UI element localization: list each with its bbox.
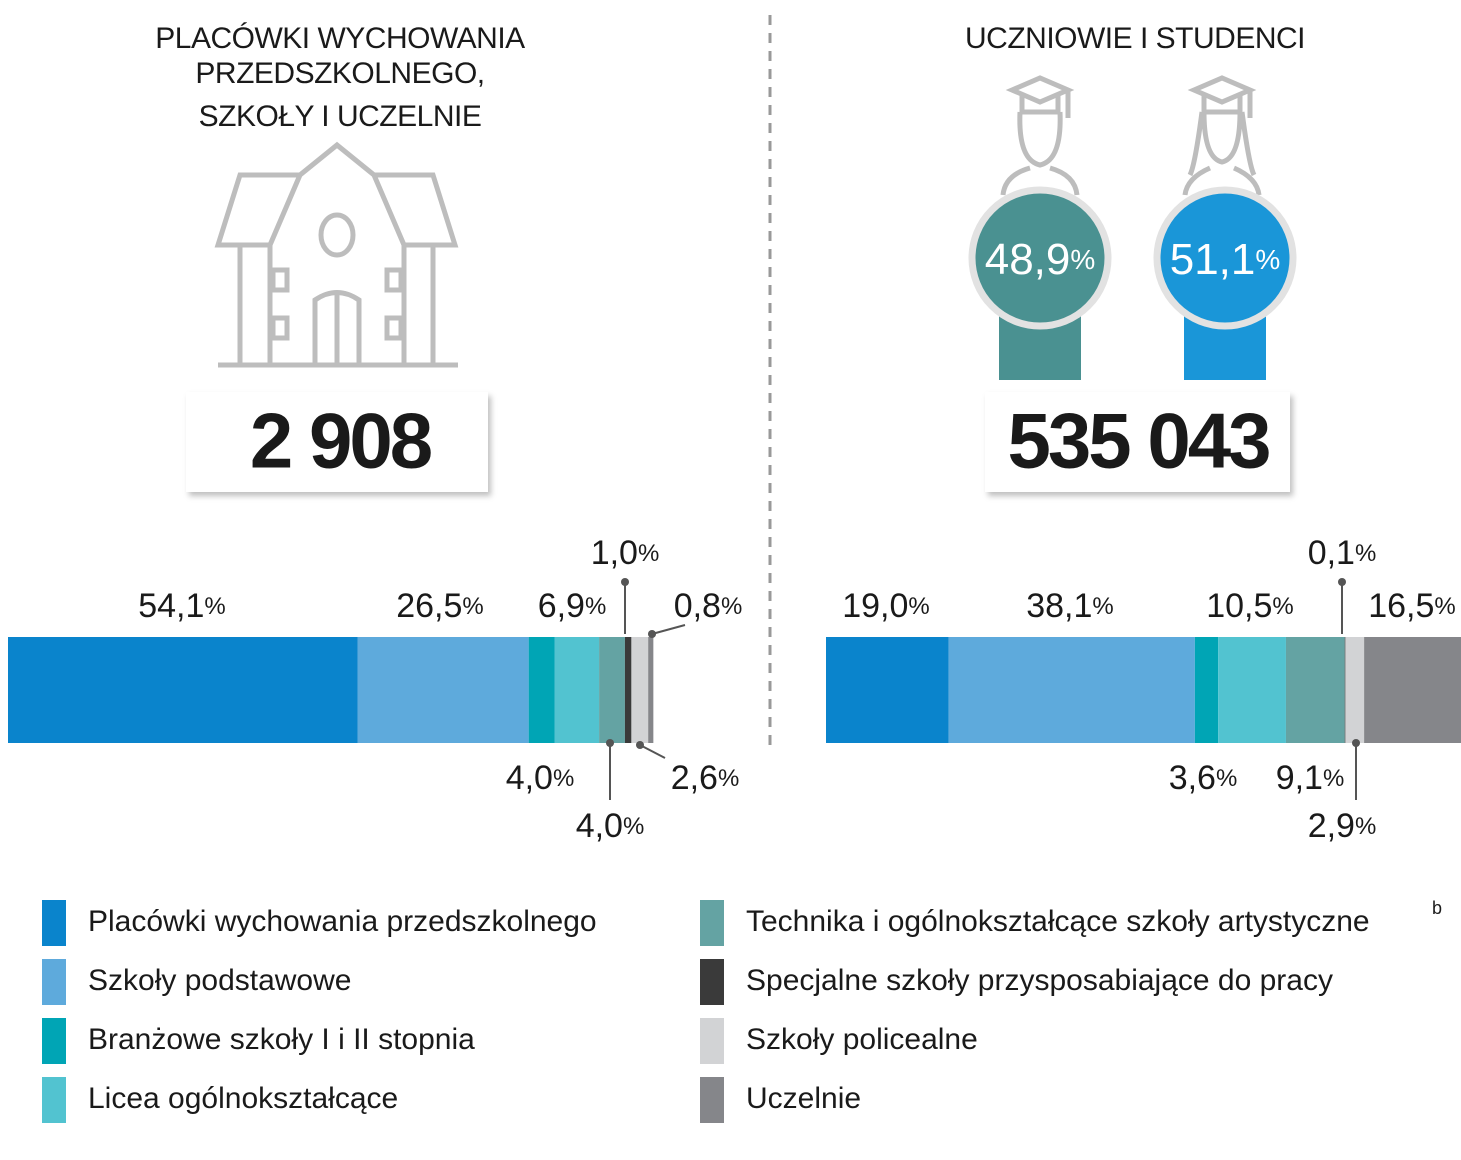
- gender-label: 51,1%: [1170, 235, 1281, 284]
- value-label: 0,1%: [1308, 534, 1377, 572]
- bar-segment: [1218, 637, 1286, 743]
- value-label: 19,0%: [842, 587, 930, 625]
- legend-label: Technika i ogólnokształcące szkoły artys…: [746, 905, 1370, 938]
- bar-segment: [8, 637, 358, 743]
- leader-line: [651, 624, 686, 635]
- leader-dot: [636, 741, 644, 749]
- value-label: 9,1%: [1276, 759, 1345, 797]
- value-label: 4,0%: [506, 759, 575, 797]
- bar-segment: [357, 637, 529, 743]
- bar-segment: [648, 637, 654, 743]
- legend-swatch: [700, 959, 724, 1005]
- legend-label: Branżowe szkoły I i II stopnia: [88, 1023, 475, 1056]
- legend-swatch: [42, 900, 66, 946]
- legend-label: Szkoły policealne: [746, 1023, 978, 1056]
- value-label: 0,8%: [674, 587, 743, 625]
- legend-label: Specjalne szkoły przysposabiające do pra…: [746, 964, 1333, 997]
- bar-segment: [1364, 637, 1461, 743]
- value-label: 54,1%: [138, 587, 226, 625]
- value-label: 4,0%: [576, 807, 645, 845]
- panel-title: PRZEDSZKOLNEGO,: [195, 57, 484, 90]
- bar-segment: [528, 637, 555, 743]
- student-icons: [1000, 75, 1262, 196]
- legend-swatch: [42, 1018, 66, 1064]
- panel-title: SZKOŁY I UCZELNIE: [199, 100, 482, 133]
- gender-circle: [1153, 186, 1297, 330]
- value-label: 2,6%: [671, 759, 740, 797]
- legend-swatch: [700, 900, 724, 946]
- house-icon: [214, 141, 459, 368]
- legend-swatch: [42, 959, 66, 1005]
- value-label: 26,5%: [396, 587, 484, 625]
- gender-circle: [968, 186, 1112, 330]
- leader-dot: [1338, 578, 1346, 586]
- total-box: [186, 392, 488, 492]
- bar-segment: [1194, 637, 1219, 743]
- bar-segment: [624, 637, 632, 743]
- legend-swatch: [700, 1077, 724, 1123]
- value-label: 6,9%: [538, 587, 607, 625]
- panel-title: UCZNIOWIE I STUDENCI: [965, 22, 1305, 55]
- value-label: 16,5%: [1368, 587, 1456, 625]
- legend-swatch: [700, 1018, 724, 1064]
- legend-label: Szkoły podstawowe: [88, 964, 351, 997]
- bar-segment: [826, 637, 949, 743]
- total-box: [985, 392, 1290, 492]
- legend-swatch: [42, 1077, 66, 1123]
- total-value: 2 908: [250, 397, 431, 485]
- total-value: 535 043: [1008, 397, 1270, 485]
- legend-superscript: b: [1432, 898, 1442, 918]
- legend-label: Uczelnie: [746, 1082, 861, 1115]
- value-label: 2,9%: [1308, 807, 1377, 845]
- leader-dot: [621, 578, 629, 586]
- bar-segment: [599, 637, 625, 743]
- bar-segment: [1345, 637, 1365, 743]
- bar-segment: [631, 637, 649, 743]
- value-label: 1,0%: [591, 534, 660, 572]
- panel-title: PLACÓWKI WYCHOWANIA: [155, 22, 525, 55]
- value-label: 38,1%: [1026, 587, 1114, 625]
- leader-dot: [606, 739, 614, 747]
- bar-segment: [554, 637, 600, 743]
- legend-label: Licea ogólnokształcące: [88, 1082, 398, 1115]
- leader-dot: [648, 630, 656, 638]
- leader-dot: [1352, 739, 1360, 747]
- bar-segment: [948, 637, 1195, 743]
- leader-line: [639, 744, 666, 759]
- gender-label: 48,9%: [985, 235, 1096, 284]
- bar-segment: [1344, 637, 1346, 743]
- bar-segment: [1285, 637, 1345, 743]
- value-label: 3,6%: [1169, 759, 1238, 797]
- legend-label: Placówki wychowania przedszkolnego: [88, 905, 597, 938]
- value-label: 10,5%: [1206, 587, 1294, 625]
